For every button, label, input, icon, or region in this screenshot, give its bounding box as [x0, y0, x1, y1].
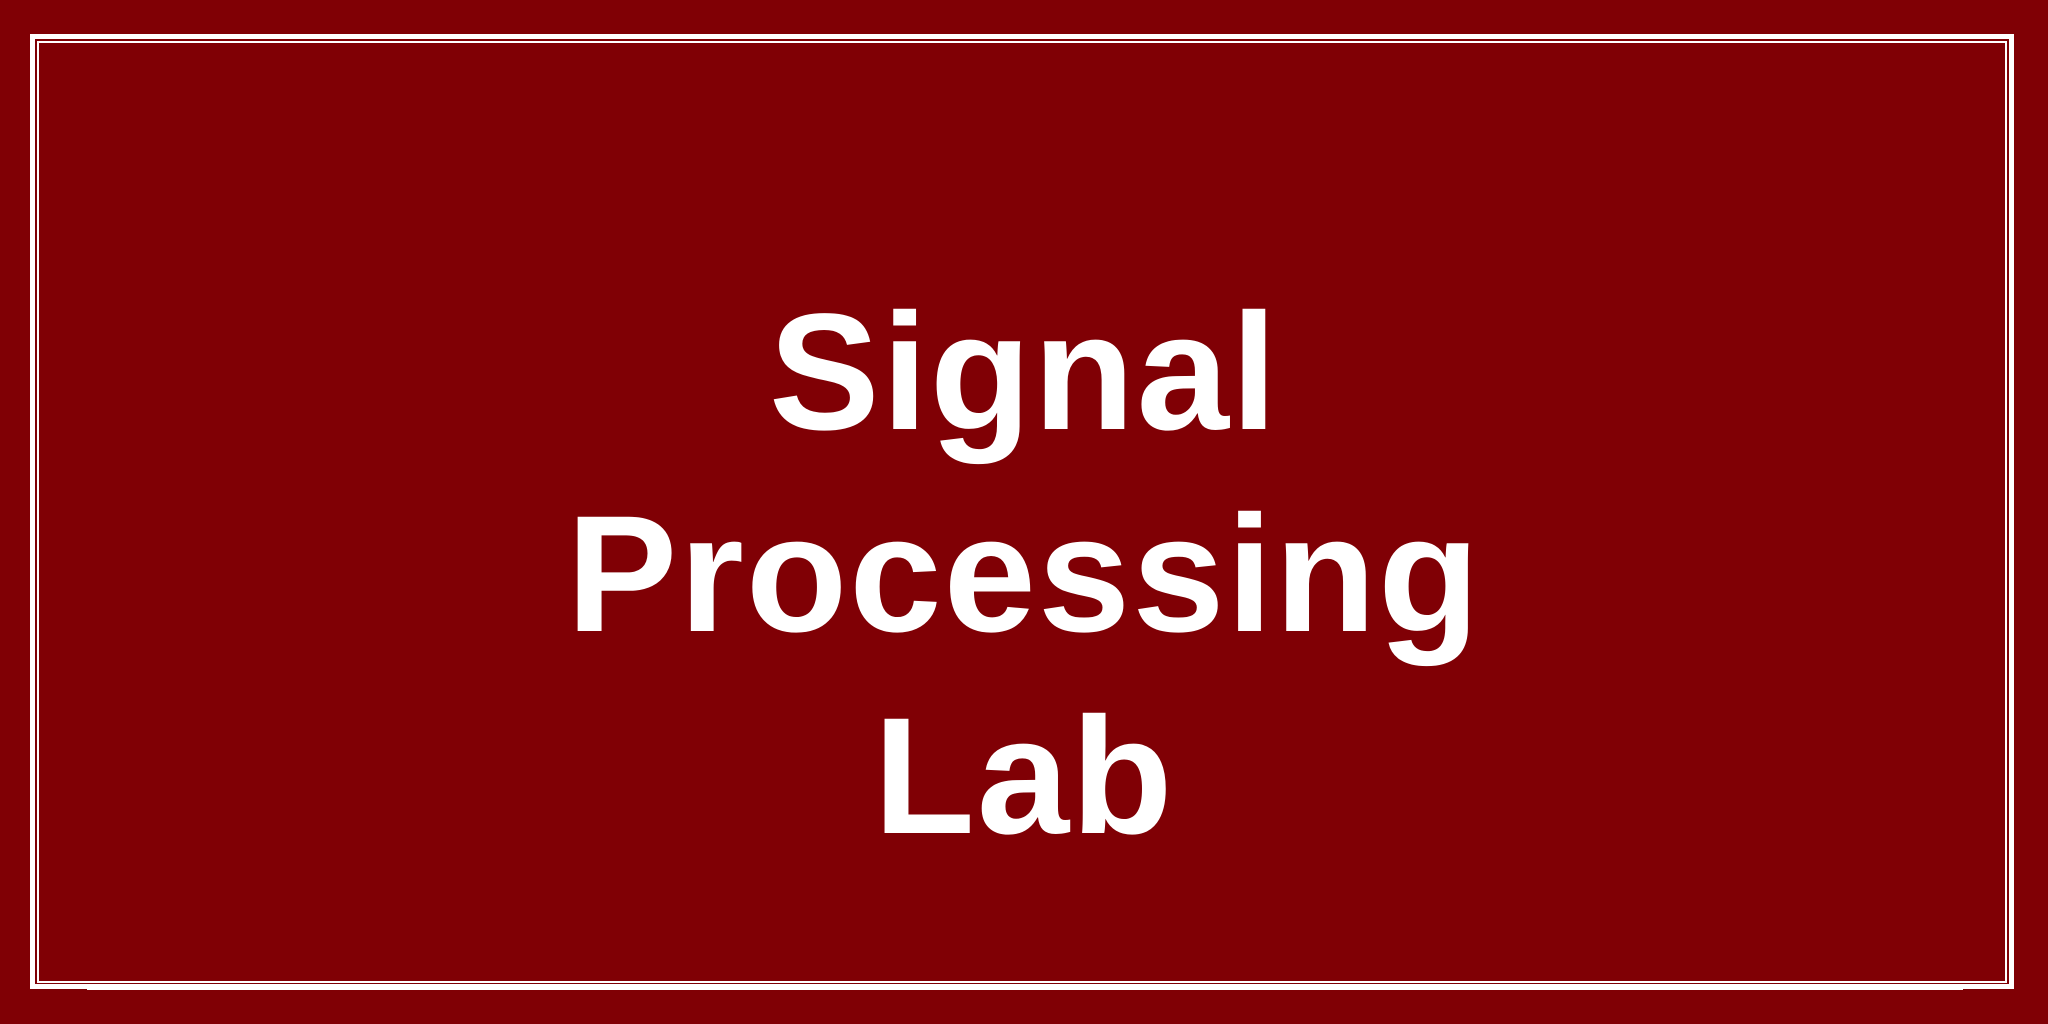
frame-border-bottom-left	[30, 984, 87, 989]
inner-frame-left	[37, 41, 39, 983]
inner-frame-top	[37, 41, 2007, 43]
bottom-rule	[87, 984, 1963, 990]
frame-border-bottom-right	[1963, 984, 2014, 989]
title-line-2: Processing	[566, 482, 1482, 667]
inner-frame-bottom	[37, 981, 2007, 983]
title-line-3: Lab	[873, 684, 1175, 869]
title-line-1: Signal	[768, 280, 1280, 465]
frame-border-right	[2009, 34, 2014, 989]
frame-border-top	[30, 34, 2014, 39]
banner-title: Signal Processing Lab	[0, 272, 2048, 878]
inner-frame-right	[2005, 41, 2007, 983]
frame-border-left	[30, 34, 35, 989]
